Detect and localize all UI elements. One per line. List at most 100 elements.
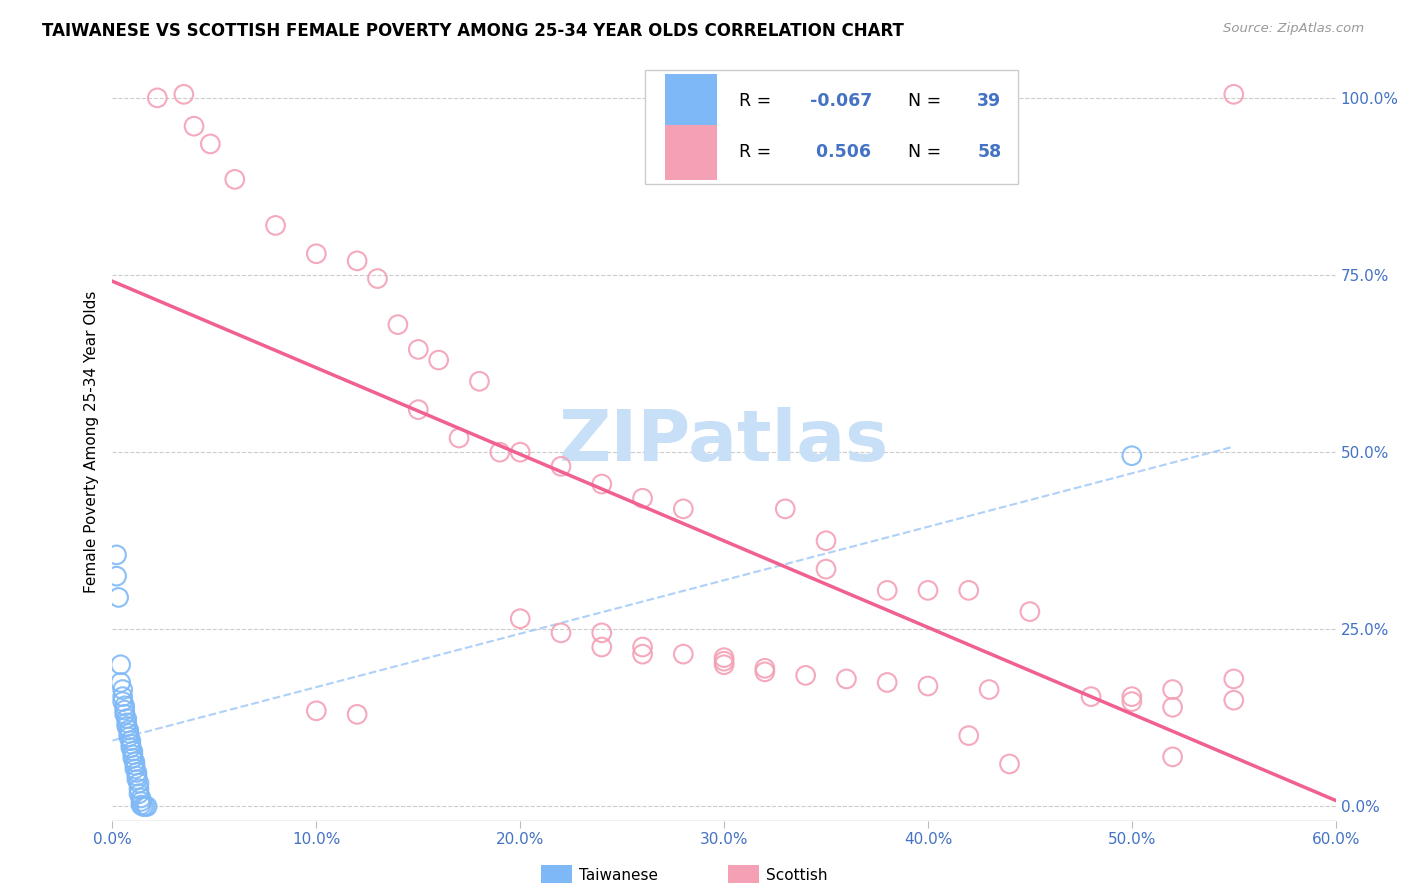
Point (876, 675, 898, 690)
Point (591, 477, 613, 491)
Point (124, 755, 146, 769)
Point (118, 726, 141, 740)
Point (631, 491, 654, 506)
Point (713, 657, 735, 672)
Point (125, 765, 148, 780)
Text: 39: 39 (977, 93, 1001, 111)
Text: 0.506: 0.506 (810, 144, 870, 161)
Point (110, 675, 132, 690)
Point (124, 762, 146, 776)
Point (713, 654, 735, 668)
Point (815, 562, 838, 576)
Point (111, 695, 134, 709)
Text: Taiwanese: Taiwanese (579, 868, 658, 882)
Point (1161, 750, 1184, 764)
Point (468, 374, 491, 388)
Point (509, 612, 531, 626)
Point (200, 136, 222, 151)
Point (124, 758, 146, 772)
Point (110, 657, 132, 672)
Point (509, 445, 531, 459)
Text: Source: ZipAtlas.com: Source: ZipAtlas.com (1223, 22, 1364, 36)
Point (128, 781, 150, 796)
Point (264, 219, 287, 233)
Point (775, 501, 797, 516)
Point (591, 640, 613, 654)
Point (118, 723, 141, 737)
Point (447, 431, 470, 445)
Point (917, 583, 939, 598)
Point (1223, 693, 1246, 707)
Point (129, 798, 152, 813)
Point (1223, 672, 1246, 686)
Point (489, 445, 512, 459)
Point (346, 253, 368, 268)
Text: R =: R = (738, 93, 770, 111)
Text: -0.067: -0.067 (810, 93, 872, 111)
Point (122, 751, 145, 765)
Point (815, 533, 838, 548)
Point (114, 703, 136, 717)
Text: R =: R = (738, 144, 770, 161)
Point (957, 583, 980, 598)
Point (115, 712, 138, 726)
Point (957, 729, 980, 743)
Point (128, 787, 150, 801)
Point (114, 698, 136, 713)
Point (122, 744, 145, 758)
Point (120, 740, 142, 755)
Point (1161, 682, 1184, 697)
Point (129, 791, 152, 805)
Text: 58: 58 (977, 144, 1001, 161)
Point (173, 87, 195, 102)
Text: TAIWANESE VS SCOTTISH FEMALE POVERTY AMONG 25-34 YEAR OLDS CORRELATION CHART: TAIWANESE VS SCOTTISH FEMALE POVERTY AMO… (42, 22, 904, 40)
Point (346, 707, 368, 722)
FancyBboxPatch shape (665, 125, 717, 179)
Point (591, 625, 613, 640)
Text: N =: N = (908, 93, 941, 111)
FancyBboxPatch shape (644, 70, 1018, 184)
Point (122, 747, 145, 762)
Point (754, 661, 776, 675)
Point (550, 459, 572, 474)
Point (672, 647, 695, 661)
Point (129, 795, 152, 809)
Point (794, 668, 817, 682)
Text: ZIPatlas: ZIPatlas (560, 407, 889, 476)
Point (1121, 695, 1143, 709)
Point (105, 569, 128, 583)
Point (107, 591, 129, 605)
Point (672, 501, 695, 516)
Point (183, 119, 205, 133)
Point (713, 650, 735, 665)
Point (111, 690, 134, 704)
Point (1121, 690, 1143, 704)
Point (631, 640, 654, 654)
Point (835, 672, 858, 686)
Point (1223, 87, 1246, 102)
Point (111, 682, 134, 697)
Point (132, 799, 155, 814)
Point (408, 402, 430, 417)
Point (146, 91, 169, 105)
FancyBboxPatch shape (665, 74, 717, 128)
Point (136, 799, 159, 814)
Point (387, 318, 409, 332)
Text: N =: N = (908, 144, 941, 161)
Point (1018, 605, 1040, 619)
Point (105, 548, 128, 562)
Point (427, 353, 450, 368)
Point (115, 719, 138, 733)
Point (120, 733, 142, 747)
Point (114, 707, 136, 722)
Point (224, 172, 246, 186)
Point (125, 772, 148, 787)
Point (134, 799, 156, 814)
Point (876, 583, 898, 598)
Point (118, 730, 141, 744)
Point (550, 625, 572, 640)
Point (366, 271, 388, 285)
Point (125, 769, 148, 783)
Point (754, 665, 776, 679)
Point (115, 715, 138, 730)
